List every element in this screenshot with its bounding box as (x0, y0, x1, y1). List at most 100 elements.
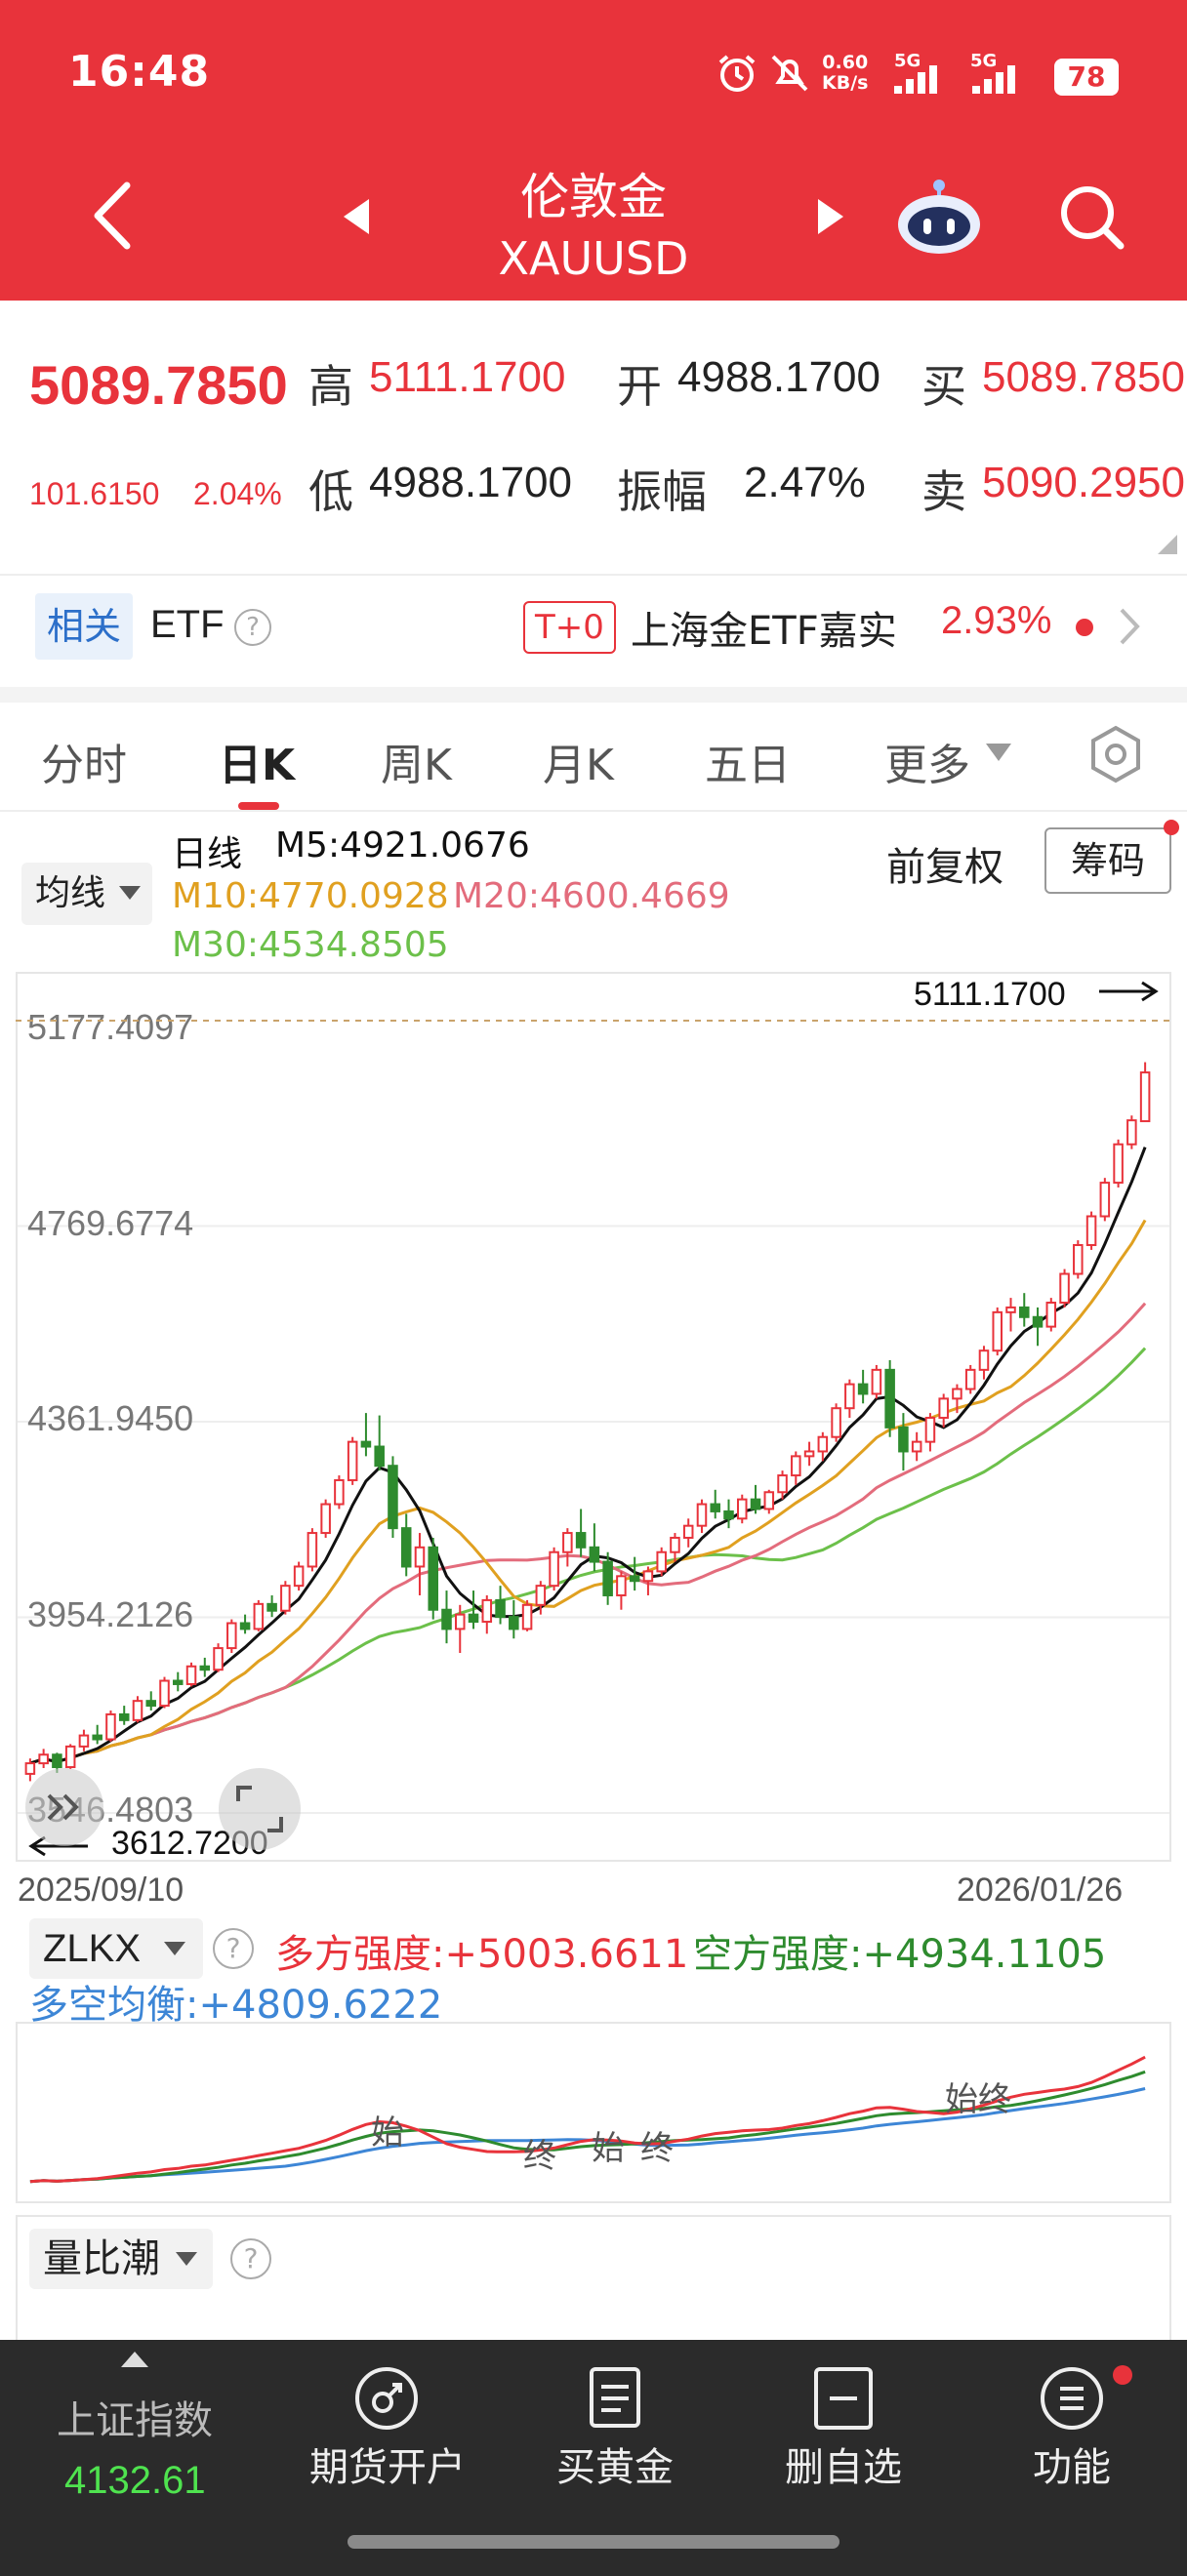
etf-name[interactable]: 上海金ETF嘉实 (631, 609, 897, 654)
settings-icon[interactable] (1085, 724, 1146, 785)
candle (347, 1436, 358, 1485)
home-indicator[interactable] (348, 2535, 839, 2549)
candle-body (509, 1616, 519, 1630)
remove-watchlist-icon[interactable] (810, 2365, 877, 2432)
candle-body (952, 1388, 962, 1400)
candle (616, 1571, 627, 1610)
indicator2-select-button[interactable]: 量比潮 (29, 2229, 213, 2289)
dropdown-arrow-icon (176, 2252, 197, 2266)
candle-body (911, 1440, 922, 1453)
prev-icon[interactable] (340, 197, 371, 236)
candle (992, 1307, 1003, 1356)
candle (239, 1614, 251, 1634)
candle (213, 1643, 224, 1672)
candle-body (938, 1397, 949, 1420)
candle-body (454, 1613, 466, 1630)
ma10-line (29, 1219, 1147, 1765)
buy-gold-icon[interactable] (582, 2365, 648, 2432)
notify-dot-icon (1164, 820, 1179, 835)
candle (360, 1413, 372, 1457)
candle-body (374, 1445, 385, 1468)
candle-body (226, 1622, 237, 1650)
price-change: 101.6150 (29, 476, 160, 511)
nav-functions[interactable]: 功能 (1033, 2445, 1111, 2490)
related-etf-row[interactable] (0, 574, 1187, 687)
y-tick-label: 4769.6774 (27, 1202, 194, 1243)
kline-chart[interactable] (16, 972, 1171, 1862)
candle (791, 1451, 801, 1485)
candle (495, 1586, 506, 1625)
help-icon[interactable]: ? (213, 1928, 254, 1969)
candle (952, 1384, 962, 1414)
futures-account-icon[interactable] (353, 2365, 420, 2432)
chevron-right-icon[interactable] (1119, 607, 1140, 646)
fast-forward-button[interactable] (25, 1768, 103, 1846)
candle-body (118, 1712, 130, 1721)
candle (105, 1711, 116, 1742)
zlkx-chart[interactable] (16, 2022, 1171, 2203)
candle (199, 1657, 211, 1677)
help-icon[interactable]: ? (234, 609, 271, 646)
tab-weekly-k[interactable]: 周K (381, 741, 452, 790)
signal-end-label: 终 (523, 2137, 556, 2176)
indicator-select-button[interactable]: ZLKX (29, 1918, 203, 1979)
adjust-mode-label[interactable]: 前复权 (886, 845, 1003, 890)
back-icon[interactable] (90, 181, 135, 250)
expand-corner-icon[interactable] (1158, 535, 1177, 554)
candle-body (481, 1598, 493, 1624)
candle-body (52, 1753, 62, 1769)
long-short-balance: 多空均衡:+4809.6222 (29, 1983, 443, 2028)
tab-monthly-k[interactable]: 月K (543, 741, 614, 790)
candle (978, 1346, 990, 1380)
candle (132, 1696, 143, 1723)
candle-body (414, 1546, 426, 1568)
candle (710, 1489, 721, 1519)
signal-icon (894, 65, 937, 94)
tab-daily-k[interactable]: 日K (219, 741, 296, 790)
fullscreen-button[interactable] (219, 1768, 301, 1850)
high-label: 高 (308, 360, 353, 413)
candle-body (750, 1498, 761, 1510)
tab-five-day[interactable]: 五日 (705, 741, 791, 790)
candle-body (656, 1550, 667, 1573)
candle (750, 1484, 761, 1514)
candle (414, 1533, 426, 1595)
mute-icon (771, 55, 808, 92)
x-start-date: 2025/09/10 (18, 1872, 184, 1909)
candle (454, 1604, 466, 1653)
etf-dot-icon (1076, 619, 1093, 636)
candle-body (266, 1602, 277, 1612)
candle-body (1032, 1315, 1044, 1328)
candle (549, 1547, 559, 1591)
chip-distribution-button[interactable]: 筹码 (1044, 827, 1171, 894)
ma-select-button[interactable]: 均线 (21, 863, 152, 925)
help-icon[interactable]: ? (230, 2238, 271, 2279)
volume-ratio-panel (16, 2215, 1171, 2340)
index-name[interactable]: 上证指数 (57, 2398, 213, 2443)
candle-body (602, 1560, 613, 1596)
candle (817, 1431, 829, 1462)
candle-body (992, 1310, 1003, 1352)
candle-body (1018, 1306, 1030, 1318)
candle (831, 1403, 841, 1442)
next-icon[interactable] (816, 197, 847, 236)
search-icon[interactable] (1058, 183, 1126, 252)
candle (38, 1749, 49, 1769)
candle (723, 1499, 734, 1529)
ma20-value: M20:4600.4669 (453, 876, 730, 916)
candle-body (400, 1527, 412, 1568)
candle-body (844, 1383, 855, 1410)
candle-body (347, 1440, 358, 1481)
functions-icon[interactable] (1039, 2365, 1105, 2432)
candle (696, 1499, 708, 1534)
tab-more[interactable]: 更多 (884, 741, 970, 790)
nav-buy-gold[interactable]: 买黄金 (556, 2445, 674, 2490)
ma10-value: M10:4770.0928 (172, 876, 449, 916)
tab-timeshare[interactable]: 分时 (41, 741, 127, 790)
robot-icon[interactable] (894, 176, 984, 258)
nav-remove-watchlist[interactable]: 删自选 (785, 2445, 902, 2490)
candle (898, 1413, 909, 1471)
candle-body (964, 1368, 976, 1390)
low-label: 低 (308, 465, 353, 518)
nav-futures-account[interactable]: 期货开户 (309, 2445, 466, 2490)
